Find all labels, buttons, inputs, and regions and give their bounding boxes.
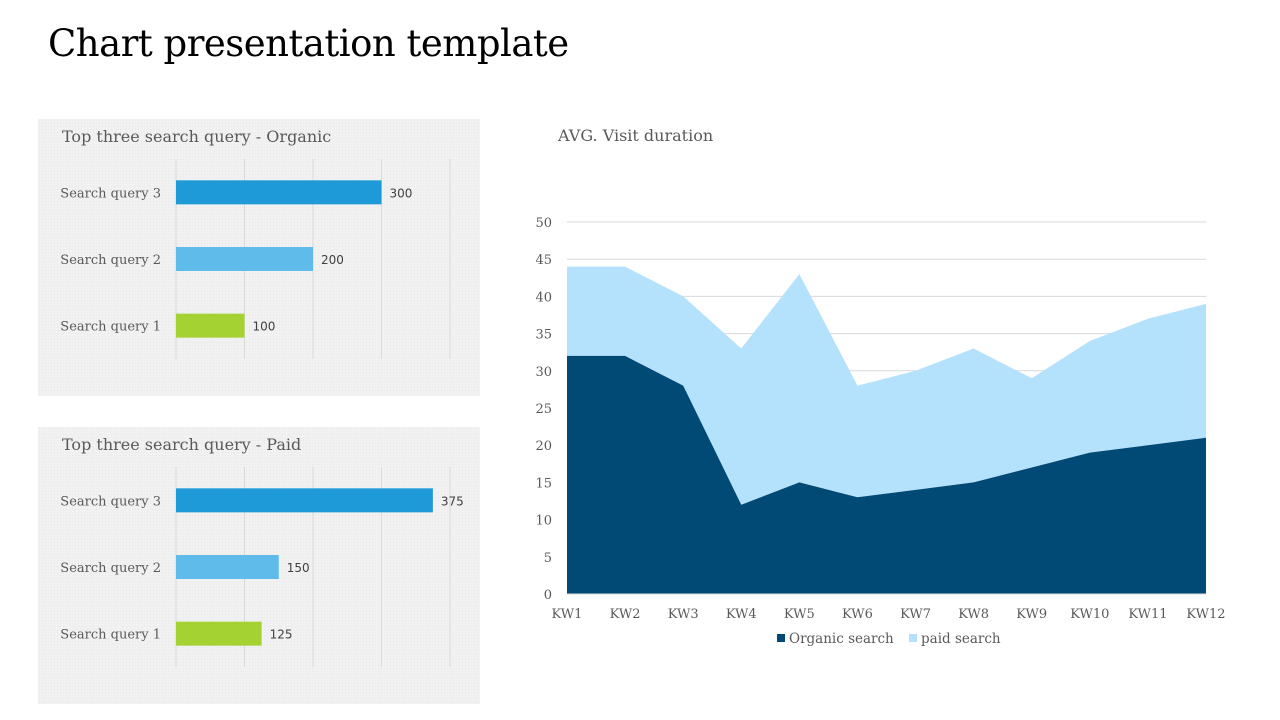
paid-category-label: Search query 3 xyxy=(60,494,161,509)
paid-bar xyxy=(176,555,279,579)
x-tick-label: KW11 xyxy=(1128,607,1167,622)
visit-duration-area-chart: AVG. Visit duration 0 5 10 15 20 25 30 35 40 45 50 K… xyxy=(535,126,1225,647)
x-tick-label: KW5 xyxy=(784,607,815,622)
y-tick-label: 35 xyxy=(535,328,552,343)
x-tick-label: KW10 xyxy=(1070,607,1109,622)
paid-value-label: 125 xyxy=(270,628,293,642)
legend-swatch-paid xyxy=(909,634,917,642)
x-tick-label: KW3 xyxy=(668,607,699,622)
paid-bar xyxy=(176,488,433,513)
organic-value-label: 100 xyxy=(253,320,276,334)
paid-bar xyxy=(176,621,262,646)
area-chart-title: AVG. Visit duration xyxy=(557,126,713,145)
paid-bar-chart: Top three search query - Paid Search quer… xyxy=(60,435,464,667)
x-tick-label: KW8 xyxy=(958,607,989,622)
area-legend: Organic search paid search xyxy=(777,631,1001,647)
organic-category-label: Search query 3 xyxy=(60,186,161,201)
y-tick-label: 10 xyxy=(535,514,552,529)
organic-value-label: 200 xyxy=(321,253,344,267)
paid-category-label: Search query 1 xyxy=(60,628,161,643)
paid-search-area xyxy=(567,266,1206,505)
paid-value-label: 375 xyxy=(441,494,464,508)
organic-value-label: 300 xyxy=(390,186,413,200)
x-tick-label: KW9 xyxy=(1016,607,1047,622)
y-tick-label: 45 xyxy=(535,253,552,268)
x-tick-label: KW7 xyxy=(900,607,931,622)
y-tick-label: 50 xyxy=(535,216,552,231)
organic-bar xyxy=(176,247,313,271)
paid-category-label: Search query 2 xyxy=(60,561,161,576)
y-tick-label: 0 xyxy=(544,588,552,603)
y-tick-label: 15 xyxy=(535,476,552,491)
legend-label-paid: paid search xyxy=(921,631,1001,647)
y-tick-label: 30 xyxy=(535,365,552,380)
x-tick-label: KW1 xyxy=(552,607,583,622)
organic-search-area xyxy=(567,355,1206,594)
x-tick-label: KW4 xyxy=(726,607,757,622)
organic-bar xyxy=(176,180,382,205)
y-tick-label: 5 xyxy=(544,551,552,566)
paid-value-label: 150 xyxy=(287,561,310,575)
organic-category-label: Search query 2 xyxy=(60,253,161,268)
organic-bar xyxy=(176,313,245,338)
organic-bar-chart: Top three search query - Organic Search q… xyxy=(60,127,451,359)
y-tick-label: 25 xyxy=(535,402,552,417)
legend-swatch-organic xyxy=(777,634,785,642)
x-tick-label: KW6 xyxy=(842,607,873,622)
organic-category-label: Search query 1 xyxy=(60,320,161,335)
y-tick-label: 40 xyxy=(535,290,552,305)
organic-query-panel: Top three search query - Organic Search q… xyxy=(38,119,480,396)
legend-label-organic: Organic search xyxy=(789,631,894,647)
x-tick-label: KW2 xyxy=(610,607,641,622)
paid-chart-title: Top three search query - Paid xyxy=(62,435,301,454)
paid-query-panel: Top three search query - Paid Search quer… xyxy=(38,427,480,704)
organic-chart-title: Top three search query - Organic xyxy=(62,127,331,146)
y-tick-label: 20 xyxy=(535,439,552,454)
page-title: Chart presentation template xyxy=(48,22,569,65)
x-tick-label: KW12 xyxy=(1186,607,1225,622)
